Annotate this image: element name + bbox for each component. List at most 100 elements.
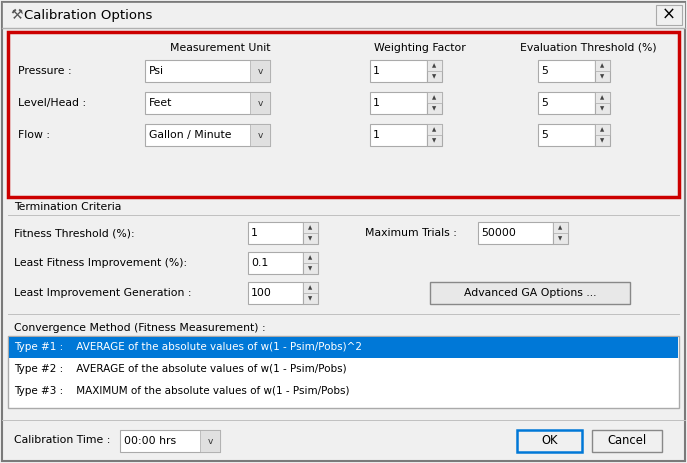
Bar — [200, 430, 220, 452]
Text: 5: 5 — [541, 98, 548, 108]
Text: ▼: ▼ — [600, 138, 605, 143]
Text: ▲: ▲ — [432, 63, 437, 68]
Text: Advanced GA Options ...: Advanced GA Options ... — [464, 288, 596, 298]
Text: Fitness Threshold (%):: Fitness Threshold (%): — [14, 228, 135, 238]
Text: ▼: ▼ — [432, 74, 437, 79]
Text: Pressure :: Pressure : — [18, 66, 71, 76]
Bar — [248, 282, 303, 304]
Bar — [370, 60, 427, 82]
Text: ▼: ▼ — [308, 266, 313, 271]
Text: Calibration Time :: Calibration Time : — [14, 435, 111, 445]
Text: 1: 1 — [373, 66, 380, 76]
Bar — [303, 282, 318, 304]
Text: ▼: ▼ — [432, 138, 437, 143]
Bar — [595, 60, 610, 71]
Bar — [656, 5, 682, 25]
Text: 1: 1 — [373, 130, 380, 140]
Text: ▼: ▼ — [432, 106, 437, 111]
Bar — [595, 92, 610, 103]
Text: ×: × — [662, 6, 676, 24]
Bar — [430, 282, 630, 304]
Bar — [248, 222, 303, 244]
Bar — [303, 252, 318, 274]
Bar — [538, 92, 595, 114]
Bar — [145, 60, 270, 82]
Bar — [370, 92, 427, 114]
Text: ▲: ▲ — [308, 255, 313, 260]
Text: 100: 100 — [251, 288, 272, 298]
Bar — [250, 92, 270, 114]
Bar — [250, 124, 270, 146]
Text: ▲: ▲ — [559, 225, 563, 230]
Text: ▲: ▲ — [432, 95, 437, 100]
Bar — [250, 60, 270, 82]
Text: Psi: Psi — [149, 66, 164, 76]
Text: Cancel: Cancel — [607, 434, 646, 448]
Text: Convergence Method (Fitness Measurement) :: Convergence Method (Fitness Measurement)… — [14, 323, 266, 333]
Bar — [9, 337, 678, 358]
Text: ▲: ▲ — [432, 127, 437, 132]
Bar — [8, 32, 679, 197]
Text: Type #3 :    MAXIMUM of the absolute values of w(1 - Psim/Pobs): Type #3 : MAXIMUM of the absolute values… — [14, 387, 350, 396]
Text: ▼: ▼ — [600, 106, 605, 111]
Text: Maximum Trials :: Maximum Trials : — [365, 228, 457, 238]
Text: OK: OK — [541, 434, 558, 448]
Bar — [427, 124, 442, 146]
Text: ▼: ▼ — [308, 296, 313, 301]
Text: 0.1: 0.1 — [251, 258, 268, 268]
Text: v: v — [258, 100, 262, 108]
Text: v: v — [258, 68, 262, 76]
Bar — [120, 430, 220, 452]
Bar — [370, 124, 427, 146]
Bar — [478, 222, 553, 244]
Bar — [427, 60, 442, 71]
Text: 5: 5 — [541, 130, 548, 140]
Text: ▲: ▲ — [600, 95, 605, 100]
Text: ▼: ▼ — [559, 236, 563, 241]
Bar — [427, 92, 442, 103]
Bar — [2, 2, 685, 28]
Text: Termination Criteria: Termination Criteria — [14, 202, 122, 212]
Text: 5: 5 — [541, 66, 548, 76]
Text: Type #1 :    AVERAGE of the absolute values of w(1 - Psim/Pobs)^2: Type #1 : AVERAGE of the absolute values… — [14, 343, 362, 352]
Bar — [303, 282, 318, 293]
Bar — [303, 222, 318, 244]
Bar — [595, 92, 610, 114]
Bar — [303, 252, 318, 263]
Text: ▲: ▲ — [600, 127, 605, 132]
Text: ▲: ▲ — [308, 225, 313, 230]
Bar — [427, 124, 442, 135]
Text: Weighting Factor: Weighting Factor — [374, 43, 466, 53]
Text: 1: 1 — [251, 228, 258, 238]
Bar — [595, 124, 610, 146]
Bar — [553, 222, 568, 244]
Text: ▼: ▼ — [600, 74, 605, 79]
Text: Calibration Options: Calibration Options — [24, 8, 153, 21]
Bar — [595, 124, 610, 135]
Text: ▲: ▲ — [600, 63, 605, 68]
Bar — [595, 60, 610, 82]
Bar — [553, 222, 568, 233]
Bar — [8, 336, 679, 408]
Bar — [303, 222, 318, 233]
Text: ⚒: ⚒ — [10, 8, 23, 22]
Text: 1: 1 — [373, 98, 380, 108]
Bar — [517, 430, 582, 452]
Text: Gallon / Minute: Gallon / Minute — [149, 130, 232, 140]
Bar — [538, 60, 595, 82]
Text: Type #2 :    AVERAGE of the absolute values of w(1 - Psim/Pobs): Type #2 : AVERAGE of the absolute values… — [14, 364, 347, 375]
Text: 00:00 hrs: 00:00 hrs — [124, 436, 176, 446]
Bar — [145, 92, 270, 114]
Text: ▲: ▲ — [308, 285, 313, 290]
Bar — [427, 60, 442, 82]
Bar — [427, 92, 442, 114]
Text: Feet: Feet — [149, 98, 172, 108]
Bar — [592, 430, 662, 452]
Text: v: v — [207, 438, 213, 446]
Text: Flow :: Flow : — [18, 130, 50, 140]
Bar — [145, 124, 270, 146]
Text: Measurement Unit: Measurement Unit — [170, 43, 270, 53]
Text: Level/Head :: Level/Head : — [18, 98, 86, 108]
Text: ▼: ▼ — [308, 236, 313, 241]
Text: Evaluation Threshold (%): Evaluation Threshold (%) — [519, 43, 656, 53]
